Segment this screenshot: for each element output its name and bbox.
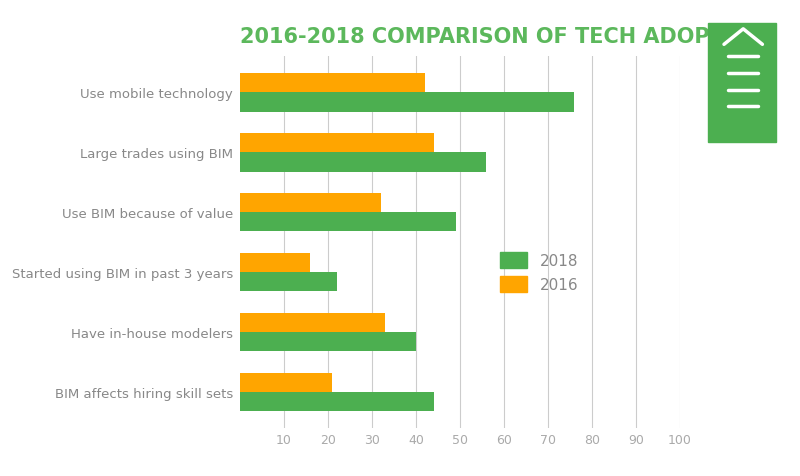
Bar bbox=[240, 213, 456, 232]
Bar bbox=[240, 313, 386, 333]
Bar bbox=[240, 134, 434, 153]
Bar bbox=[240, 194, 381, 213]
Bar bbox=[240, 93, 574, 112]
Bar bbox=[240, 373, 333, 392]
Bar bbox=[240, 254, 310, 273]
Bar bbox=[240, 333, 416, 352]
Bar bbox=[240, 74, 425, 93]
Bar bbox=[240, 153, 486, 172]
Text: 2016-2018 COMPARISON OF TECH ADOPTION: 2016-2018 COMPARISON OF TECH ADOPTION bbox=[240, 27, 766, 47]
Legend: 2018, 2016: 2018, 2016 bbox=[494, 247, 584, 298]
Bar bbox=[240, 392, 434, 412]
Bar bbox=[240, 273, 337, 292]
Polygon shape bbox=[708, 24, 776, 143]
